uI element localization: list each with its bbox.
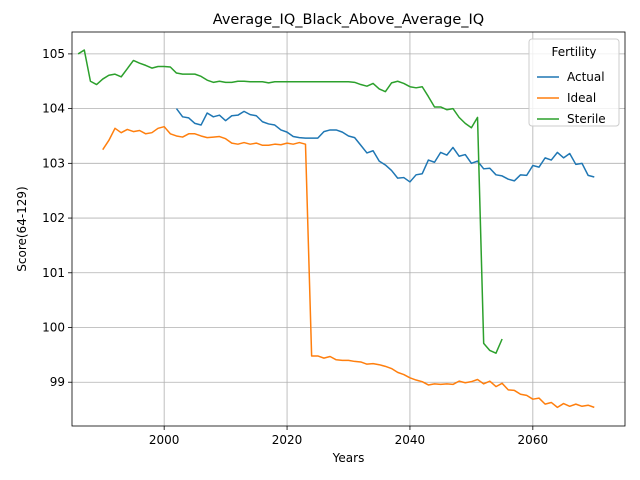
legend-label-sterile: Sterile [567,112,606,126]
legend: Fertility Actual Ideal Sterile [528,38,620,127]
legend-label-actual: Actual [567,70,605,84]
legend-label-ideal: Ideal [567,91,596,105]
x-tick-label: 2060 [518,433,549,447]
axes-frame [71,31,626,427]
series-line-sterile [77,49,503,354]
x-axis-label: Years [332,451,365,465]
y-tick-label: 100 [42,321,65,335]
series-line-ideal [102,125,595,409]
y-tick-label: 99 [50,375,65,389]
legend-title: Fertility [551,45,596,59]
y-tick-label: 105 [42,47,65,61]
legend-entries: Actual Ideal Sterile [537,70,606,126]
y-axis-label: Score(64-129) [15,186,29,271]
series-lines [77,49,595,409]
chart-title: Average_IQ_Black_Above_Average_IQ [213,12,484,28]
x-tick-label: 2020 [272,433,303,447]
y-tick-label: 102 [42,211,65,225]
y-tick-label: 103 [42,156,65,170]
y-tick-label: 104 [42,102,65,116]
axis-ticks: 2000 2020 2040 2060 99 100 101 102 103 104 105 [42,47,548,447]
x-tick-label: 2000 [149,433,180,447]
y-tick-label: 101 [42,266,65,280]
series-line-actual [175,108,595,183]
legend-box [528,38,620,127]
x-tick-label: 2040 [395,433,426,447]
